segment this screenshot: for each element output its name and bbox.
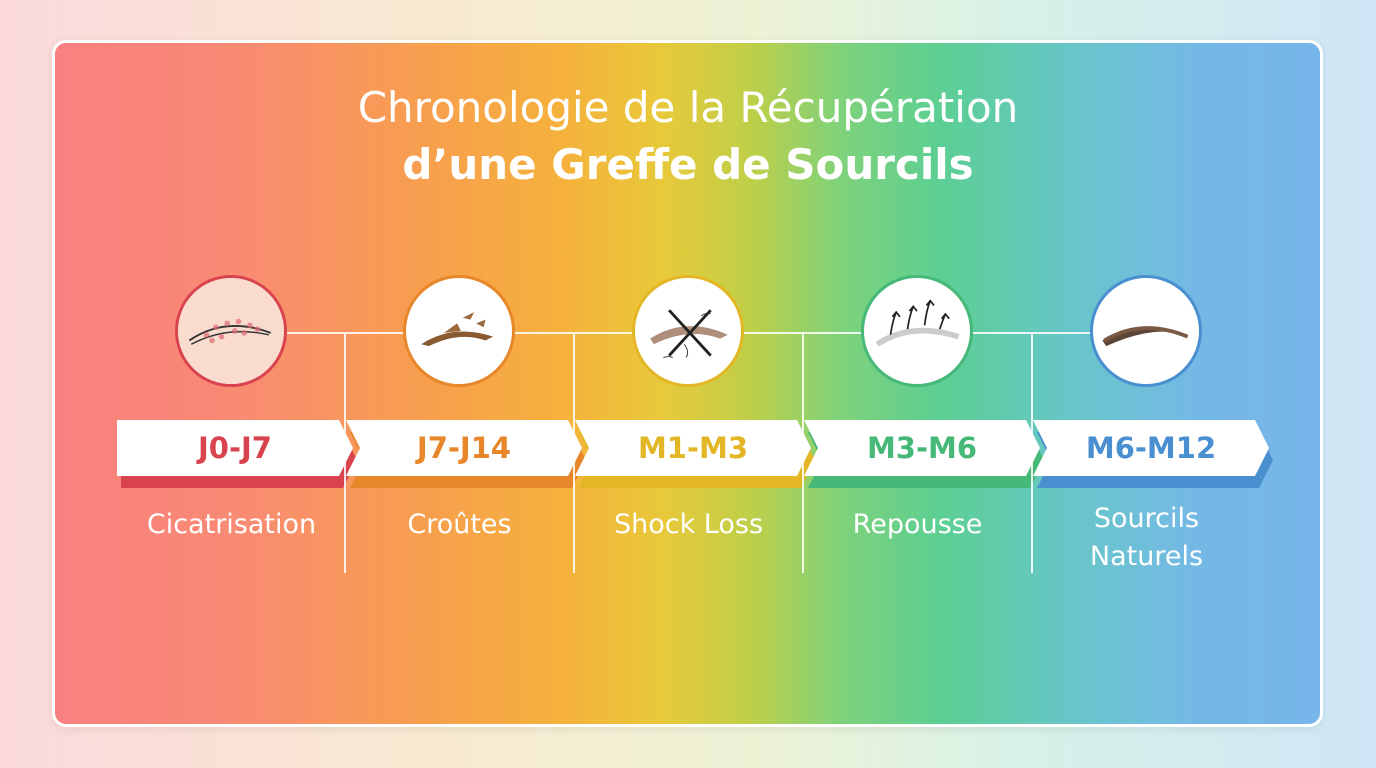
period-label: M6-M12 xyxy=(1085,431,1217,465)
arrow-face xyxy=(575,420,811,476)
stage-divider xyxy=(573,333,575,573)
title-line-2: d’une Greffe de Sourcils xyxy=(402,140,974,189)
phase-label: Cicatrisation xyxy=(146,509,317,540)
period-label: J0-J7 xyxy=(198,431,272,465)
stage-divider xyxy=(802,333,804,573)
period-label: M3-M6 xyxy=(866,431,978,465)
hair-loss-cross-icon xyxy=(632,275,744,387)
period-arrow: M3-M6 xyxy=(804,420,1048,488)
phase-label: Croûtes xyxy=(407,509,512,540)
period-arrow: J0-J7 xyxy=(117,420,361,488)
regrowth-arrows-icon xyxy=(861,275,973,387)
period-label: J7-J14 xyxy=(416,431,512,465)
irritated-eyebrow-icon xyxy=(175,275,287,387)
scabs-eyebrow-icon xyxy=(403,275,515,387)
title-line-1: Chronologie de la Récupération xyxy=(357,83,1019,132)
period-label: M1-M3 xyxy=(637,431,749,465)
phase-label: Shock Loss xyxy=(613,509,764,540)
arrow-face xyxy=(804,420,1040,476)
period-arrow: J7-J14 xyxy=(346,420,590,488)
arrow-face xyxy=(346,420,582,476)
period-arrow: M6-M12 xyxy=(1033,420,1277,488)
arrow-face xyxy=(117,420,353,476)
period-arrow: M1-M3 xyxy=(575,420,819,488)
arrow-face xyxy=(1033,420,1269,476)
stage-divider xyxy=(344,333,346,573)
full-eyebrow-icon xyxy=(1090,275,1202,387)
phase-label: Repousse xyxy=(852,509,983,540)
phase-label: Sourcils Naturels xyxy=(1089,503,1204,572)
stage-divider xyxy=(1031,333,1033,573)
